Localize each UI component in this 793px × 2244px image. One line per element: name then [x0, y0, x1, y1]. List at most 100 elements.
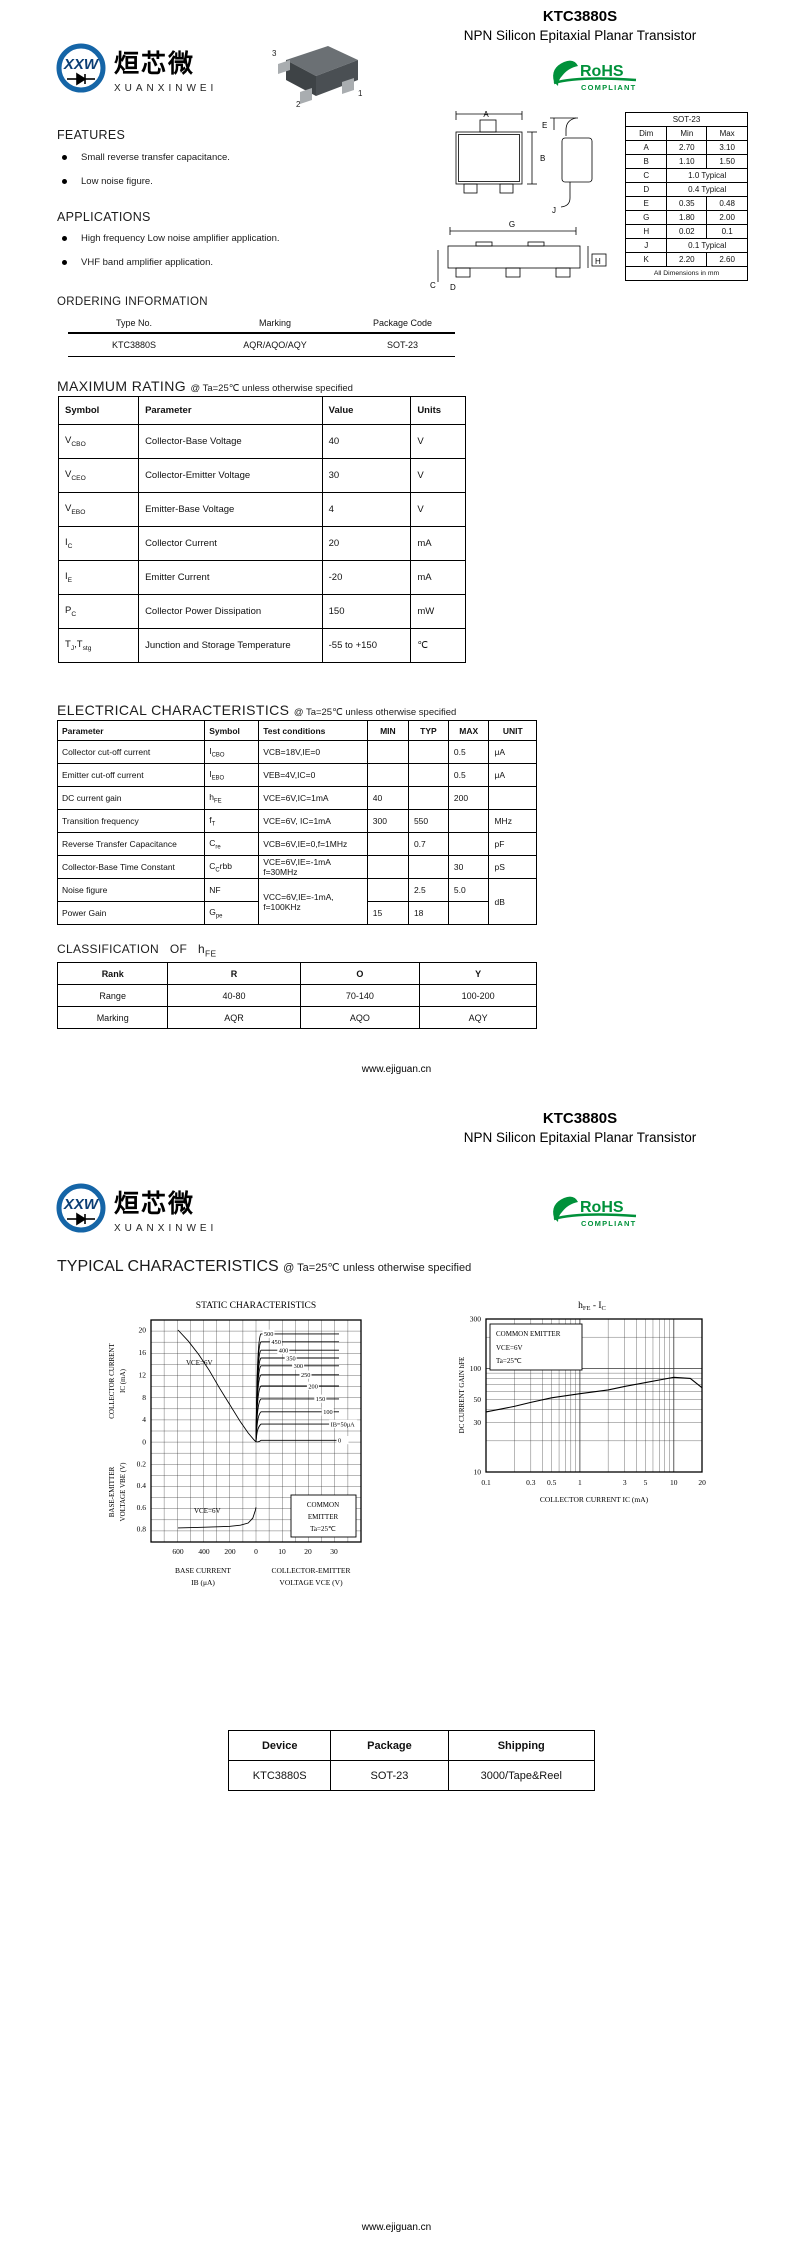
y-tick-label: 0.8	[137, 1525, 147, 1534]
logo-circle-icon: XXW	[56, 1183, 106, 1233]
table-row: Dim Min Max	[624, 126, 748, 141]
symbol-cell: IE	[57, 560, 140, 595]
page1-footer-url: www.ejiguan.cn	[361, 1064, 432, 1075]
dim-g-label: G	[509, 220, 515, 229]
legend-box	[489, 1323, 583, 1371]
ic-vs-vce-curve	[255, 1398, 339, 1443]
table-row: D 0.4 Typical	[624, 182, 748, 197]
y-tick-label: 50	[474, 1395, 482, 1404]
x-tick-label: 5	[644, 1478, 648, 1487]
table-row: K 2.20 2.60	[624, 252, 748, 267]
symbol-cell: CCrbb	[204, 855, 260, 879]
table-row: Collector cut-off current ICBO VCB=18V,I…	[56, 740, 537, 764]
x-tick-label: 0.3	[526, 1478, 536, 1487]
curve-label-bg	[299, 1370, 312, 1379]
symbol-cell: VEBO	[57, 492, 140, 527]
rohs-title: RoHS	[580, 1199, 624, 1216]
curve-label: 0	[338, 1438, 341, 1445]
table-row: E 0.35 0.48	[624, 196, 748, 211]
y-axis-label: VOLTAGE VBE (V)	[119, 1462, 127, 1522]
logo-circle-icon: XXW	[56, 43, 106, 93]
table-row: VCEO Collector-Emitter Voltage 30 V	[57, 458, 466, 493]
dim-a-label: A	[483, 110, 489, 119]
symbol-cell: TJ,Tstg	[57, 628, 140, 663]
package-side-view	[550, 117, 593, 208]
table-row: Device Package Shipping	[227, 1730, 595, 1761]
symbol-cell: hFE	[204, 786, 260, 810]
dim-e-label: E	[542, 121, 547, 130]
logo-english-name: XUANXINWEI	[114, 1223, 218, 1234]
x-tick-label: 0	[254, 1547, 258, 1556]
curve-label-bg	[329, 1419, 358, 1428]
col-header: Shipping	[447, 1730, 595, 1761]
application-item: VHF band amplifier application.	[62, 257, 392, 268]
marking-value: AQR/AQO/AQY	[200, 333, 350, 357]
y-tick-label: 0.4	[137, 1481, 147, 1490]
table-row: All Dimensions in mm	[625, 266, 748, 281]
page2-header: KTC3880S NPN Silicon Epitaxial Planar Tr…	[370, 1110, 790, 1145]
vce-annotation: VCE=6V	[194, 1507, 221, 1515]
curve-label-bg	[306, 1381, 319, 1390]
table-row: VCBO Collector-Base Voltage 40 V	[57, 424, 466, 459]
rohs-badge: RoHS COMPLIANT	[553, 1196, 637, 1228]
col-header: Rank	[56, 962, 169, 985]
x-axis-label: COLLECTOR-EMITTER	[271, 1566, 350, 1575]
dim-h-label: H	[595, 257, 601, 266]
y-tick-label: 0	[142, 1438, 146, 1447]
y-axis-label: COLLECTOR CURRENT	[108, 1343, 116, 1419]
typical-characteristics-heading: TYPICAL CHARACTERISTICS @ Ta=25℃ unless …	[57, 1258, 472, 1275]
legend-line: COMMON EMITTER	[496, 1330, 561, 1338]
x-tick-label: 200	[224, 1547, 236, 1556]
page2-footer-url: www.ejiguan.cn	[361, 2222, 432, 2233]
table-row: Power Gain Gpe 15 18	[56, 901, 537, 925]
x-tick-label: 10	[278, 1547, 286, 1556]
x-tick-label: 20	[698, 1478, 706, 1487]
table-row: DC current gain hFE VCE=6V,IC=1mA 40 200	[56, 786, 537, 810]
y-axis-label: IC (mA)	[119, 1368, 127, 1393]
logo-text-block: 烜芯微 XUANXINWEI	[114, 1184, 217, 1234]
device-shipping-table: Device Package Shipping KTC3880S SOT-23 …	[227, 1730, 595, 1791]
symbol-cell: PC	[57, 594, 140, 629]
x-tick-label: 1	[578, 1478, 582, 1487]
table-row: SOT-23	[625, 112, 748, 127]
col-header: Max	[706, 126, 748, 141]
dim-d-label: D	[450, 283, 456, 292]
table-row: B 1.10 1.50	[624, 154, 748, 169]
table-row: Parameter Symbol Test conditions MIN TYP…	[56, 720, 537, 741]
curve-label-bg	[277, 1345, 290, 1355]
y-tick-label: 0.6	[137, 1503, 147, 1512]
curve-label-bg	[269, 1337, 282, 1346]
static-characteristics-chart: STATIC CHARACTERISTICS 20 16 12 8 4 0 0.2 0.4 0.…	[108, 1301, 362, 1587]
curve-label: 300	[294, 1363, 303, 1370]
curve-label: 150	[316, 1396, 325, 1403]
pin3-label: 3	[272, 49, 277, 58]
classification-table: Rank R O Y Range 40-80 70-140 100-200 Ma…	[56, 962, 537, 1029]
curve-label: 200	[308, 1383, 317, 1390]
curve-label: 400	[279, 1347, 288, 1354]
feature-item: Low noise figure.	[62, 176, 362, 187]
col-header: Value	[321, 396, 412, 425]
y-tick-label: 4	[142, 1415, 146, 1424]
symbol-cell: ICBO	[204, 740, 260, 764]
chart-title: hFE - IC	[578, 1301, 606, 1312]
vbe-vs-ib-curve	[177, 1507, 257, 1529]
curve-label: 100	[323, 1409, 332, 1416]
col-header: Parameter	[56, 720, 206, 741]
x-axis-label: IB (μA)	[191, 1578, 215, 1587]
chart-title: STATIC CHARACTERISTICS	[196, 1301, 316, 1311]
table-row: Reverse Transfer Capacitance Cre VCB=6V,…	[56, 832, 537, 856]
curve-label: 350	[286, 1355, 295, 1362]
features-heading: FEATURES	[57, 128, 126, 142]
table-row: TJ,Tstg Junction and Storage Temperature…	[57, 628, 466, 663]
legend-box	[290, 1494, 357, 1538]
package-3d-image: 3 2 1	[272, 46, 363, 108]
features-list: Small reverse transfer capacitance. Low …	[62, 152, 362, 200]
electrical-heading: ELECTRICAL CHARACTERISTICS @ Ta=25℃ unle…	[57, 702, 457, 718]
col-header: Min	[666, 126, 708, 141]
logo-chinese-name: 烜芯微	[114, 50, 196, 78]
table-row: Transition frequency fT VCE=6V, IC=1mA 3…	[56, 809, 537, 833]
chart-content: 20 16 12 8 4 0 0.2 0.4 0.6 0.8 600 400 200 0 10 20 30 500…	[137, 1326, 358, 1556]
curve-label-bg	[284, 1353, 297, 1362]
table-row: IC Collector Current 20 mA	[57, 526, 466, 561]
col-header: Type No.	[68, 314, 200, 334]
